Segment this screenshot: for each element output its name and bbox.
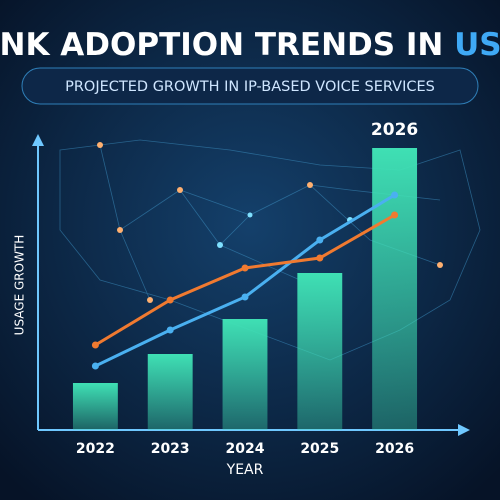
y-axis-arrow — [32, 134, 44, 146]
bar — [72, 383, 118, 430]
trend-point — [316, 236, 324, 244]
y-axis-label: USAGE GROWTH — [13, 235, 27, 336]
bar — [222, 319, 268, 430]
map-nodes — [97, 142, 443, 303]
x-axis-arrow — [458, 424, 470, 436]
chart-title: UNK ADOPTION TRENDS IN USA — [0, 27, 500, 63]
bar — [372, 148, 418, 430]
x-tick-label: 2023 — [151, 441, 190, 457]
x-tick-label: 2024 — [226, 441, 265, 457]
trend-point — [241, 293, 249, 301]
bar — [147, 354, 193, 430]
trend-point — [166, 326, 174, 334]
trend-point — [391, 211, 399, 219]
bar — [297, 273, 343, 430]
trend-point — [91, 362, 99, 370]
subtitle: PROJECTED GROWTH IN IP-BASED VOICE SERVI… — [65, 79, 435, 95]
x-tick-label: 2025 — [300, 441, 339, 457]
x-tick-label: 2026 — [375, 441, 414, 457]
trend-point — [316, 254, 324, 262]
title-highlight: USA — [454, 27, 500, 63]
trend-point — [241, 264, 249, 272]
subtitle-pill — [21, 67, 479, 105]
title-main: UNK ADOPTION TRENDS IN — [0, 27, 443, 63]
highlight-label: 2026 — [371, 120, 418, 140]
trend-point — [391, 191, 399, 199]
x-tick-label: 2022 — [76, 441, 115, 457]
x-axis-label: YEAR — [226, 462, 264, 478]
trend-point — [166, 296, 174, 304]
trend-point — [91, 341, 99, 349]
